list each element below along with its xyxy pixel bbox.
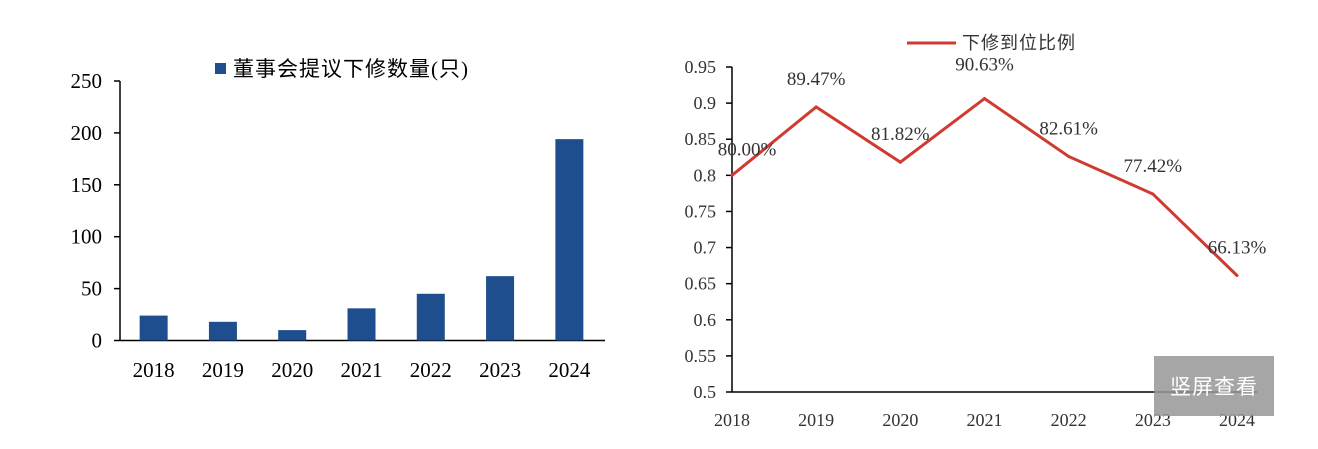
bar-2023	[486, 276, 515, 341]
bar-2020	[278, 330, 307, 341]
bar-x-tick-label: 2018	[133, 358, 175, 382]
bar-2021	[347, 308, 376, 341]
line-point-2020	[898, 160, 902, 164]
bar-y-tick-label: 200	[71, 121, 103, 145]
bar-2019	[208, 321, 237, 341]
line-point-2019	[814, 105, 818, 109]
line-x-tick-label: 2021	[967, 410, 1003, 430]
line-y-tick-label: 0.95	[685, 57, 717, 77]
line-point-2021	[983, 97, 986, 101]
line-y-tick-label: 0.55	[685, 346, 717, 366]
bar-x-tick-label: 2020	[271, 358, 313, 382]
line-point-2022	[1067, 154, 1071, 158]
line-x-tick-label: 2018	[714, 410, 750, 430]
bar-2022	[416, 293, 445, 341]
line-y-tick-label: 0.7	[694, 238, 717, 258]
line-y-tick-label: 0.65	[685, 274, 717, 294]
line-y-tick-label: 0.6	[694, 310, 717, 330]
bar-2024	[555, 139, 584, 341]
bar-x-tick-label: 2023	[479, 358, 521, 382]
vertical-view-button[interactable]: 竖屏查看	[1154, 356, 1274, 416]
bar-y-tick-label: 50	[81, 277, 102, 301]
line-data-label: 81.82%	[871, 124, 930, 145]
line-data-label: 80.00%	[718, 139, 777, 160]
bar-x-tick-label: 2022	[410, 358, 452, 382]
bar-y-tick-label: 250	[71, 69, 103, 93]
bar-x-tick-label: 2019	[202, 358, 244, 382]
line-x-tick-label: 2022	[1051, 410, 1087, 430]
line-data-label: 82.61%	[1039, 118, 1098, 139]
line-y-tick-label: 0.9	[694, 93, 717, 113]
bar-legend-label: 董事会提议下修数量(只)	[233, 57, 469, 81]
bar-y-tick-label: 150	[71, 173, 103, 197]
bar-legend-swatch	[215, 63, 226, 74]
line-series	[731, 96, 1239, 277]
line-x-tick-label: 2020	[882, 410, 918, 430]
line-data-label: 77.42%	[1124, 156, 1183, 177]
line-y-tick-label: 0.85	[685, 129, 717, 149]
bar-2018	[139, 315, 168, 341]
line-data-label: 66.13%	[1208, 238, 1267, 259]
bar-y-tick-label: 0	[92, 329, 103, 353]
line-data-label: 90.63%	[955, 55, 1014, 76]
line-point-2018	[730, 173, 734, 177]
line-x-tick-label: 2019	[798, 410, 834, 430]
line-y-tick-label: 0.75	[685, 201, 717, 221]
line-y-tick-label: 0.8	[694, 165, 717, 185]
bar-x-tick-label: 2024	[548, 358, 591, 382]
bar-y-tick-label: 100	[71, 225, 103, 249]
line-point-2024	[1235, 274, 1239, 278]
line-y-tick-label: 0.5	[694, 382, 717, 402]
line-data-label: 89.47%	[787, 69, 846, 90]
line-legend-label: 下修到位比例	[962, 33, 1076, 53]
line-point-2023	[1151, 192, 1155, 196]
bar-x-tick-label: 2021	[341, 358, 383, 382]
